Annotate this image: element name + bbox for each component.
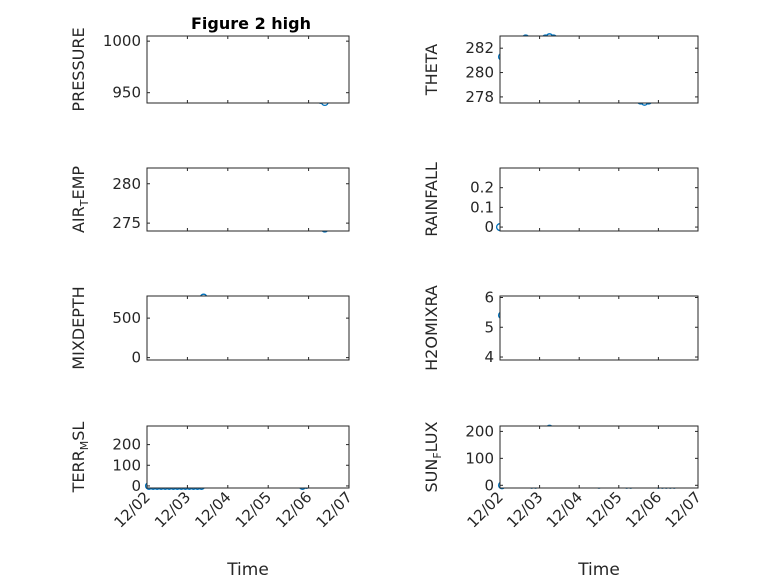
y-tick-label: 0.1 [470, 198, 494, 216]
x-tick-label: 12/05 [582, 488, 625, 531]
y-tick-label: 280 [112, 175, 141, 193]
x-tick-label: 12/05 [232, 488, 275, 531]
x-tick-label: 12/06 [622, 488, 665, 531]
axes-frame [146, 295, 350, 361]
y-tick-label: 500 [112, 309, 141, 327]
y-tick-label: 0.2 [470, 179, 494, 197]
x-tick-label: 12/03 [151, 488, 194, 531]
y-tick-label: 4 [484, 348, 494, 366]
y-tick-label: 0 [484, 476, 494, 494]
axes-frame [499, 35, 699, 104]
subplot-theta: 278 280 282 THETA [422, 33, 699, 106]
y-tick-label: 280 [465, 64, 494, 82]
subplot-rainfall: 0 0.10.2 RAINFALL [422, 162, 699, 237]
x-tick-label: 12/04 [543, 488, 586, 531]
subplot-mixdepth: 0 500 MIXDEPTH [69, 286, 350, 370]
axes-frame [499, 295, 699, 361]
x-tick-label: 12/04 [191, 488, 234, 531]
y-tick-label: 1000 [103, 32, 141, 50]
y-tick-label: 278 [465, 88, 494, 106]
y-axis-label: AIRTEMP [69, 166, 91, 233]
y-tick-label: 200 [465, 422, 494, 440]
y-tick-label: 5 [484, 318, 494, 336]
y-tick-label: 0 [484, 218, 494, 236]
x-tick-label: 12/02 [464, 488, 507, 531]
axes-frame [499, 425, 699, 489]
y-axis-label: PRESSURE [69, 27, 88, 111]
y-axis-label: THETA [422, 44, 441, 96]
x-axis-label: Time [577, 560, 620, 580]
x-tick-label: 12/06 [272, 488, 315, 531]
y-axis-label: H2OMIXRA [422, 285, 441, 371]
y-axis-label: RAINFALL [422, 162, 441, 237]
y-tick-label: 6 [484, 288, 494, 306]
x-tick-label: 12/07 [662, 488, 705, 531]
axes-frame [499, 167, 699, 232]
y-tick-label: 282 [465, 39, 494, 57]
y-axis-label: SUNFLUX [422, 421, 444, 492]
subplot-h2omixra: 4 5 6 H2OMIXRA [422, 285, 699, 371]
y-tick-label: 0 [131, 349, 141, 367]
y-tick-label: 275 [112, 214, 141, 232]
y-axis-label: MIXDEPTH [69, 286, 88, 369]
y-tick-label: 100 [112, 456, 141, 474]
axes-frame [146, 167, 350, 232]
y-tick-label: 950 [112, 84, 141, 102]
y-tick-label: 100 [465, 449, 494, 467]
y-tick-label: 200 [112, 436, 141, 454]
subplot-pressure: 950 1000 PRESSURE [69, 27, 350, 112]
subplot-terr_msl: 0100200TERRMSL12/0212/0312/0412/0512/061… [69, 422, 356, 580]
x-tick-label: 12/03 [503, 488, 546, 531]
subplot-air_temp: 275 280 AIRTEMP [69, 166, 350, 233]
axes-frame [146, 425, 350, 489]
subplot-sun_flux: 0 100 200 SUNFLUX 12/0212/0312/0412/0512/061… [422, 421, 705, 580]
y-axis-label: TERRMSL [69, 422, 91, 494]
y-tick-label: 0 [131, 477, 141, 495]
axes-frame [146, 35, 350, 104]
x-tick-label: 12/07 [313, 488, 356, 531]
x-axis-label: Time [226, 560, 269, 580]
figure-title: Figure 2 high [191, 14, 311, 33]
